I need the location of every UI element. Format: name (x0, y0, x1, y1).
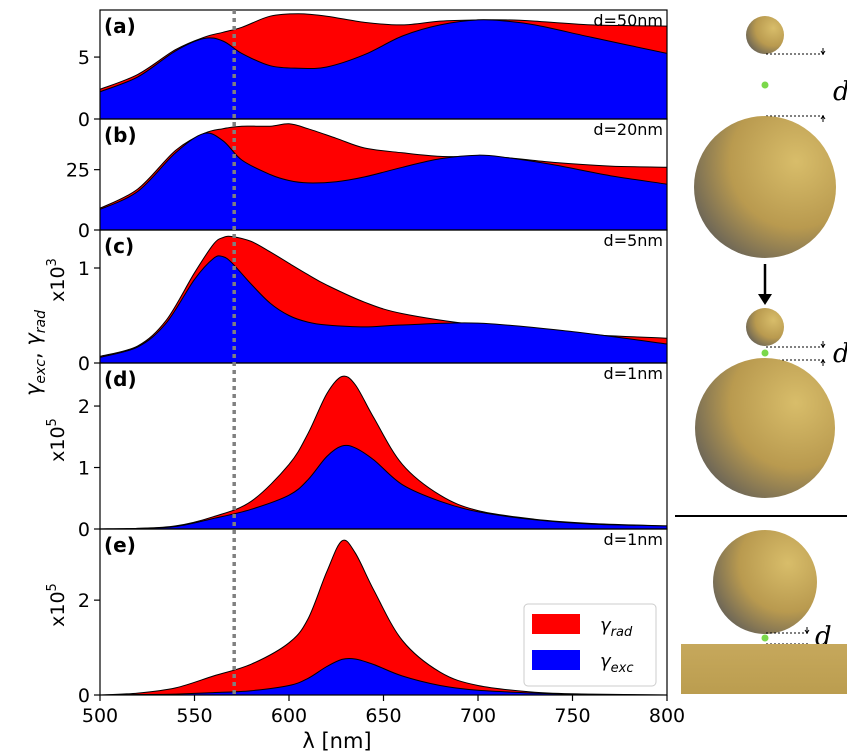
legend: γrad γexc (523, 603, 657, 687)
panel-c: 0 1 (c) d=5nm x103 (45, 229, 668, 375)
large-sphere (695, 358, 835, 498)
distance-annotation: d=1nm (604, 364, 663, 383)
panels: 0 5 (a) d=50nm 0 25 (b) d=20nm 0 1 (c) d=5nm x103 0 1 2… (45, 9, 685, 727)
down-arrow-head (758, 294, 772, 305)
panel-label: (d) (104, 367, 137, 391)
large-sphere (694, 116, 836, 258)
emitter-dot (761, 634, 769, 642)
gap-label: d (833, 339, 847, 369)
sphere (713, 530, 817, 634)
panel-label: (c) (104, 234, 134, 258)
schematic-diagram: ddd (675, 16, 847, 694)
y-tick-label: 5 (78, 47, 90, 69)
series-area-exc (99, 19, 668, 120)
y-tick-label: 0 (78, 519, 90, 541)
y-tick-label: 0 (78, 220, 90, 242)
distance-annotation: d=1nm (604, 530, 663, 549)
y-multiplier: x103 (45, 258, 69, 302)
series-area-exc (99, 444, 668, 530)
distance-annotation: d=5nm (604, 231, 663, 250)
y-tick-label: 0 (78, 685, 90, 707)
distance-annotation: d=20nm (593, 120, 663, 139)
panel-a: 0 5 (a) d=50nm (78, 9, 668, 131)
distance-annotation: d=50nm (593, 11, 663, 30)
y-tick-label: 25 (66, 160, 90, 182)
x-tick-label: 750 (554, 705, 590, 727)
gap-label: d (833, 77, 847, 107)
x-tick-label: 650 (365, 705, 401, 727)
y-tick-label: 0 (78, 353, 90, 375)
x-tick-label: 550 (176, 705, 212, 727)
panel-d: 0 1 2 (d) d=1nm x105 (45, 362, 668, 541)
panel-b: 0 25 (b) d=20nm (66, 118, 668, 242)
series-area-exc (99, 132, 668, 231)
gap-arrow (820, 359, 826, 366)
gap-arrow (804, 627, 810, 634)
gap-arrow (820, 341, 826, 348)
legend-swatch (532, 614, 580, 634)
x-axis-label: λ [nm] (302, 729, 371, 753)
gap-arrow (820, 48, 826, 55)
legend-swatch (532, 650, 580, 670)
x-tick-label: 600 (271, 705, 307, 727)
panel-label: (e) (104, 533, 136, 557)
series-area-rad (99, 375, 668, 530)
y-tick-label: 1 (78, 258, 90, 280)
y-multiplier: x105 (45, 418, 69, 462)
x-tick-label: 500 (82, 705, 118, 727)
gap-arrow (820, 115, 826, 122)
panel-label: (a) (104, 14, 136, 38)
y-tick-label: 0 (78, 109, 90, 131)
series-area-rad (99, 539, 668, 696)
emitter-dot (761, 81, 769, 89)
x-tick-label: 700 (460, 705, 496, 727)
y-axis-label: γexc, γrad (21, 310, 49, 396)
panel-label: (b) (104, 123, 137, 147)
panel-e: 0 2 (e) d=1nm x105 (45, 528, 668, 707)
series-area-exc (99, 657, 668, 696)
legend-label: γrad (600, 615, 633, 640)
legend-label: γexc (600, 651, 634, 676)
axis-labels: γexc, γrad λ [nm] (21, 310, 372, 753)
y-tick-label: 2 (78, 396, 90, 418)
small-sphere (746, 16, 784, 54)
emitter-dot (761, 349, 769, 357)
y-multiplier: x105 (45, 583, 69, 627)
small-sphere (746, 308, 784, 346)
y-tick-label: 2 (78, 590, 90, 612)
x-tick-label: 800 (649, 705, 685, 727)
series-area-exc (99, 255, 668, 364)
y-tick-label: 1 (78, 458, 90, 480)
gold-substrate (681, 644, 847, 694)
